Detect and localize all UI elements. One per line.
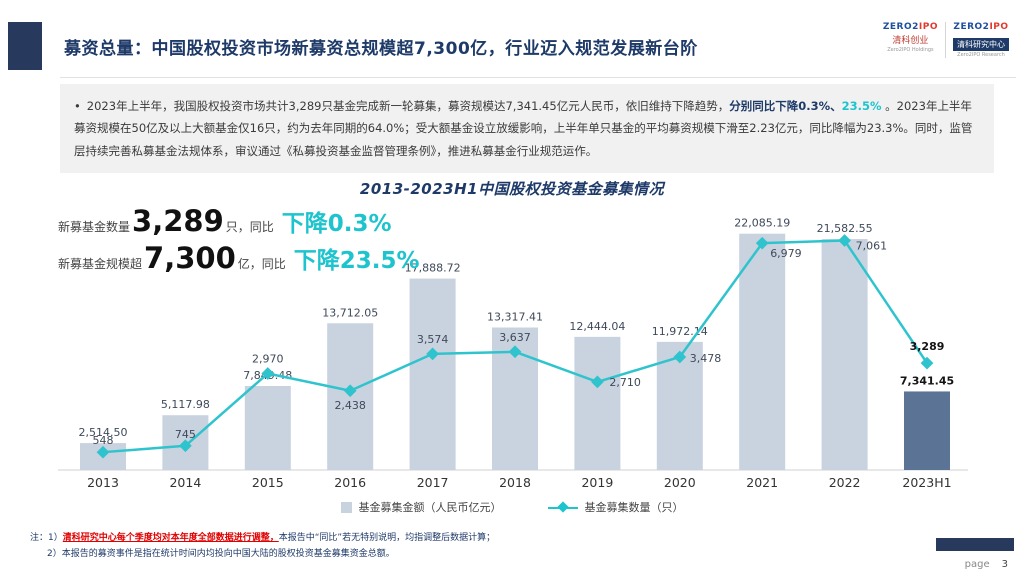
bar-2023H1 [904, 391, 950, 470]
count-value-2015: 2,970 [252, 352, 284, 365]
page-indicator: page 3 [965, 559, 1008, 570]
x-tick-2021: 2021 [746, 475, 778, 490]
stat-value: 7,300 [144, 241, 236, 275]
footnote-1-rest: 本报告中“同比”若无特别说明，均指调整后数据计算； [278, 533, 496, 543]
bar-value-2022: 21,582.55 [817, 222, 873, 235]
logo-brand-blue: ZERO2 [953, 22, 990, 32]
logo-name: 清科创业 [892, 36, 929, 46]
count-value-2021: 6,979 [770, 247, 802, 260]
bar-2017 [409, 278, 456, 470]
footnote-2: 2）本报告的募资事件是指在统计时间内均投向中国大陆的股权投资基金募集资金总额。 [47, 549, 395, 560]
x-tick-2020: 2020 [664, 475, 696, 490]
x-tick-2013: 2013 [87, 475, 119, 490]
footnote-prefix: 注： [30, 533, 49, 543]
logo-brand-text: ZERO2IPO [953, 22, 1009, 32]
bar-value-2017: 17,888.72 [405, 262, 461, 275]
logo-zero2ipo-holdings: ZERO2IPO 清科创业 Zero2IPO Holdings [876, 22, 945, 53]
legend-item-amount: 基金募集金额（人民币亿元） [340, 499, 502, 515]
bar-value-2019: 12,444.04 [569, 320, 625, 333]
summary-text-2: 。2023年上半年募资规模在50亿及以上大额基金仅16只，约为去年同期的64.0… [74, 99, 973, 158]
chart-legend: 基金募集金额（人民币亿元） 基金募集数量（只） [0, 499, 1024, 515]
footnote-1: 注：1）清科研究中心每个季度均对本年度全部数据进行调整，本报告中“同比”若无特别… [30, 530, 495, 546]
legend-label: 基金募集金额（人民币亿元） [358, 501, 502, 514]
stat-fund-amount: 新募基金规模超 7,300 亿，同比 下降23.5% [58, 241, 420, 275]
footer-accent-block [936, 538, 1014, 551]
count-value-2019: 2,710 [609, 376, 641, 389]
footnote-1-highlight: 清科研究中心每个季度均对本年度全部数据进行调整， [62, 533, 279, 543]
stat-value: 3,289 [132, 204, 224, 238]
bar-value-2018: 13,317.41 [487, 311, 543, 324]
legend-label: 基金募集数量（只） [584, 501, 684, 514]
footnote-1-number: 1） [48, 533, 63, 543]
summary-box: • 2023年上半年，我国股权投资市场共计3,289只基金完成新一轮募集，募资规模… [60, 84, 994, 174]
page-number: 3 [1001, 559, 1008, 570]
logo-brand-red: IPO [989, 22, 1009, 32]
legend-item-count: 基金募集数量（只） [547, 499, 684, 515]
summary-text-1: 2023年上半年，我国股权投资市场共计3,289只基金完成新一轮募集，募资规模达… [86, 99, 730, 113]
logo-name: 清科研究中心 [953, 38, 1009, 51]
count-marker-2015 [261, 367, 275, 380]
footnotes: 注：1）清科研究中心每个季度均对本年度全部数据进行调整，本报告中“同比”若无特别… [30, 530, 495, 562]
count-value-2023H1: 3,289 [910, 340, 945, 353]
count-marker-2016 [343, 384, 357, 398]
count-value-2018: 3,637 [499, 331, 531, 344]
count-value-2014: 745 [175, 428, 196, 441]
header-accent-block [8, 22, 42, 70]
count-marker-2013 [96, 445, 110, 459]
bullet-marker: • [74, 99, 81, 113]
x-tick-2014: 2014 [169, 475, 201, 490]
stat-label: 新募基金规模超 [58, 257, 143, 271]
header-divider [60, 77, 1016, 78]
logo-zero2ipo-research: ZERO2IPO 清科研究中心 Zero2IPO Research [945, 22, 1016, 58]
stat-unit: 亿，同比 [237, 257, 286, 271]
stat-label: 新募基金数量 [58, 220, 131, 234]
bar-value-2013: 2,514.50 [79, 426, 128, 439]
stat-change: 下降0.3% [281, 211, 392, 237]
bar-2021 [739, 233, 786, 470]
count-value-2017: 3,574 [417, 333, 449, 346]
bar-value-2016: 13,712.05 [322, 306, 378, 319]
page-label: page [964, 559, 990, 570]
stat-change: 下降23.5% [293, 248, 420, 274]
bar-2019 [574, 336, 621, 470]
x-tick-2018: 2018 [499, 475, 531, 490]
logo-brand-red: IPO [918, 22, 938, 32]
x-tick-2023H1: 2023H1 [902, 475, 951, 490]
summary-highlight-navy: 分别同比下降0.3%、 [729, 99, 842, 113]
logo-brand-text: ZERO2IPO [883, 22, 938, 32]
stat-fund-count: 新募基金数量 3,289 只，同比 下降0.3% [58, 204, 420, 238]
bar-value-2014: 5,117.98 [161, 398, 210, 411]
count-value-2013: 548 [93, 434, 114, 447]
logo-area: ZERO2IPO 清科创业 Zero2IPO Holdings ZERO2IPO… [876, 22, 1016, 58]
bar-2022 [821, 239, 868, 470]
count-value-2022: 7,061 [856, 240, 888, 253]
logo-subtext: Zero2IPO Holdings [887, 47, 934, 53]
chart-title: 2013-2023H1中国股权投资基金募集情况 [359, 180, 665, 198]
stat-unit: 只，同比 [225, 220, 274, 234]
logo-brand-blue: ZERO2 [882, 22, 919, 32]
count-value-2016: 2,438 [334, 399, 366, 412]
count-value-2020: 3,478 [690, 352, 722, 365]
summary-highlight-teal: 23.5% [841, 99, 882, 113]
x-tick-2017: 2017 [417, 475, 449, 490]
x-tick-2015: 2015 [252, 475, 284, 490]
bar-value-2023H1: 7,341.45 [900, 374, 954, 387]
bar-2015 [244, 386, 291, 470]
key-stats: 新募基金数量 3,289 只，同比 下降0.3% 新募基金规模超 7,300 亿… [58, 204, 420, 278]
bar-value-2020: 11,972.14 [652, 325, 708, 338]
count-marker-2014 [179, 439, 192, 453]
x-tick-2016: 2016 [334, 475, 366, 490]
count-marker-2017 [426, 347, 439, 361]
logo-subtext: Zero2IPO Research [957, 52, 1005, 58]
bar-value-2021: 22,085.19 [734, 217, 790, 230]
bar-swatch-icon [340, 501, 352, 513]
x-tick-2019: 2019 [581, 475, 613, 490]
x-tick-2022: 2022 [829, 475, 861, 490]
line-marker-icon [547, 500, 578, 513]
page-title: 募资总量：中国股权投资市场新募资总规模超7,300亿，行业迈入规范发展新台阶 [64, 39, 698, 59]
